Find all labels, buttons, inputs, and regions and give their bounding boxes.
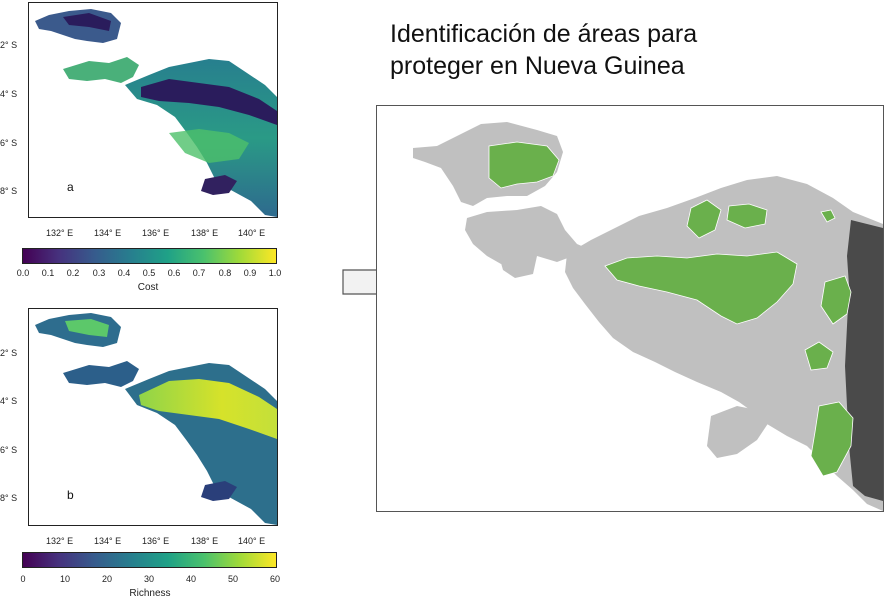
panel-b-label: b (67, 488, 74, 502)
richness-cbar-tick: 50 (227, 574, 239, 584)
richness-map: b (35, 313, 277, 525)
richness-x-tick: 140° E (238, 536, 266, 546)
selected-area-northeast-2 (726, 203, 768, 229)
selected-area-central (604, 251, 798, 325)
cost-x-tick: 138° E (191, 228, 219, 238)
cost-x-tick: 136° E (142, 228, 170, 238)
boundary-dark-east (845, 220, 883, 501)
richness-land-neck (63, 361, 139, 387)
selected-area-north (488, 141, 560, 189)
cost-y-tick: 6° S (0, 138, 18, 148)
cost-land-neck (63, 57, 139, 83)
cost-colorbar-title: Cost (137, 282, 159, 293)
priority-areas-map-frame (376, 105, 884, 512)
cost-highcost-patch (169, 129, 249, 163)
land-southwest-lobe (707, 406, 769, 458)
richness-x-tick: 136° E (142, 536, 170, 546)
richness-map-frame: b (28, 308, 278, 526)
cost-map-panel: a 2° S 4° S 6° S 8° S 132° E 134° E 136°… (0, 0, 290, 300)
richness-cbar-tick: 30 (143, 574, 155, 584)
slide-title: Identificación de áreas para proteger en… (390, 18, 697, 82)
cost-cbar-tick: 0.5 (142, 268, 156, 278)
cost-cbar-tick: 0.9 (243, 268, 257, 278)
cost-cbar-tick: 0.7 (192, 268, 206, 278)
cost-cbar-tick: 0.6 (167, 268, 181, 278)
richness-cbar-tick: 10 (59, 574, 71, 584)
cost-y-tick: 4° S (0, 89, 18, 99)
cost-map-frame: a (28, 2, 278, 218)
cost-cbar-tick: 1.0 (268, 268, 282, 278)
richness-map-panel: b 2° S 4° S 6° S 8° S 132° E 134° E 136°… (0, 308, 290, 600)
title-line-2: proteger en Nueva Guinea (390, 52, 685, 80)
richness-y-tick: 6° S (0, 445, 18, 455)
cost-lowcost-band-north (63, 13, 111, 31)
richness-y-tick: 4° S (0, 396, 18, 406)
cost-y-tick: 8° S (0, 186, 18, 196)
cost-lowcost-band-central (141, 79, 277, 125)
land-small-island (499, 250, 537, 278)
richness-y-tick: 2° S (0, 348, 18, 358)
panel-a-label: a (67, 180, 74, 194)
selected-area-northeast-1 (686, 199, 722, 239)
richness-x-tick: 132° E (46, 536, 74, 546)
cost-cbar-tick: 0.3 (92, 268, 106, 278)
richness-highrich-north (65, 319, 109, 337)
richness-y-tick: 8° S (0, 493, 18, 503)
selected-area-small (820, 209, 836, 223)
cost-x-tick: 132° E (46, 228, 74, 238)
cost-cbar-tick: 0.8 (218, 268, 232, 278)
cost-y-tick: 2° S (0, 40, 18, 50)
richness-colorbar-title: Richness (129, 588, 171, 599)
richness-x-tick: 134° E (94, 536, 122, 546)
cost-cbar-tick: 0.4 (117, 268, 131, 278)
selected-area-east-1 (820, 275, 852, 325)
cost-map: a (35, 9, 277, 217)
richness-land-island (201, 481, 237, 501)
richness-cbar-tick: 20 (101, 574, 113, 584)
priority-areas-map (413, 122, 883, 511)
land-neck (465, 206, 591, 264)
title-line-1: Identificación de áreas para (390, 20, 698, 48)
richness-highrich-band (139, 379, 277, 439)
cost-colorbar (22, 248, 277, 264)
cost-x-tick: 134° E (94, 228, 122, 238)
selected-area-east-2 (804, 341, 834, 371)
selected-areas (488, 141, 854, 477)
cost-cbar-tick: 0.0 (16, 268, 30, 278)
richness-x-tick: 138° E (191, 536, 219, 546)
selected-area-southeast (810, 401, 854, 477)
cost-cbar-tick: 0.1 (41, 268, 55, 278)
richness-cbar-tick: 0 (20, 574, 26, 584)
cost-cbar-tick: 0.2 (66, 268, 80, 278)
richness-colorbar (22, 552, 277, 568)
cost-land-island (201, 175, 237, 195)
richness-cbar-tick: 60 (269, 574, 281, 584)
cost-x-tick: 140° E (238, 228, 266, 238)
richness-cbar-tick: 40 (185, 574, 197, 584)
